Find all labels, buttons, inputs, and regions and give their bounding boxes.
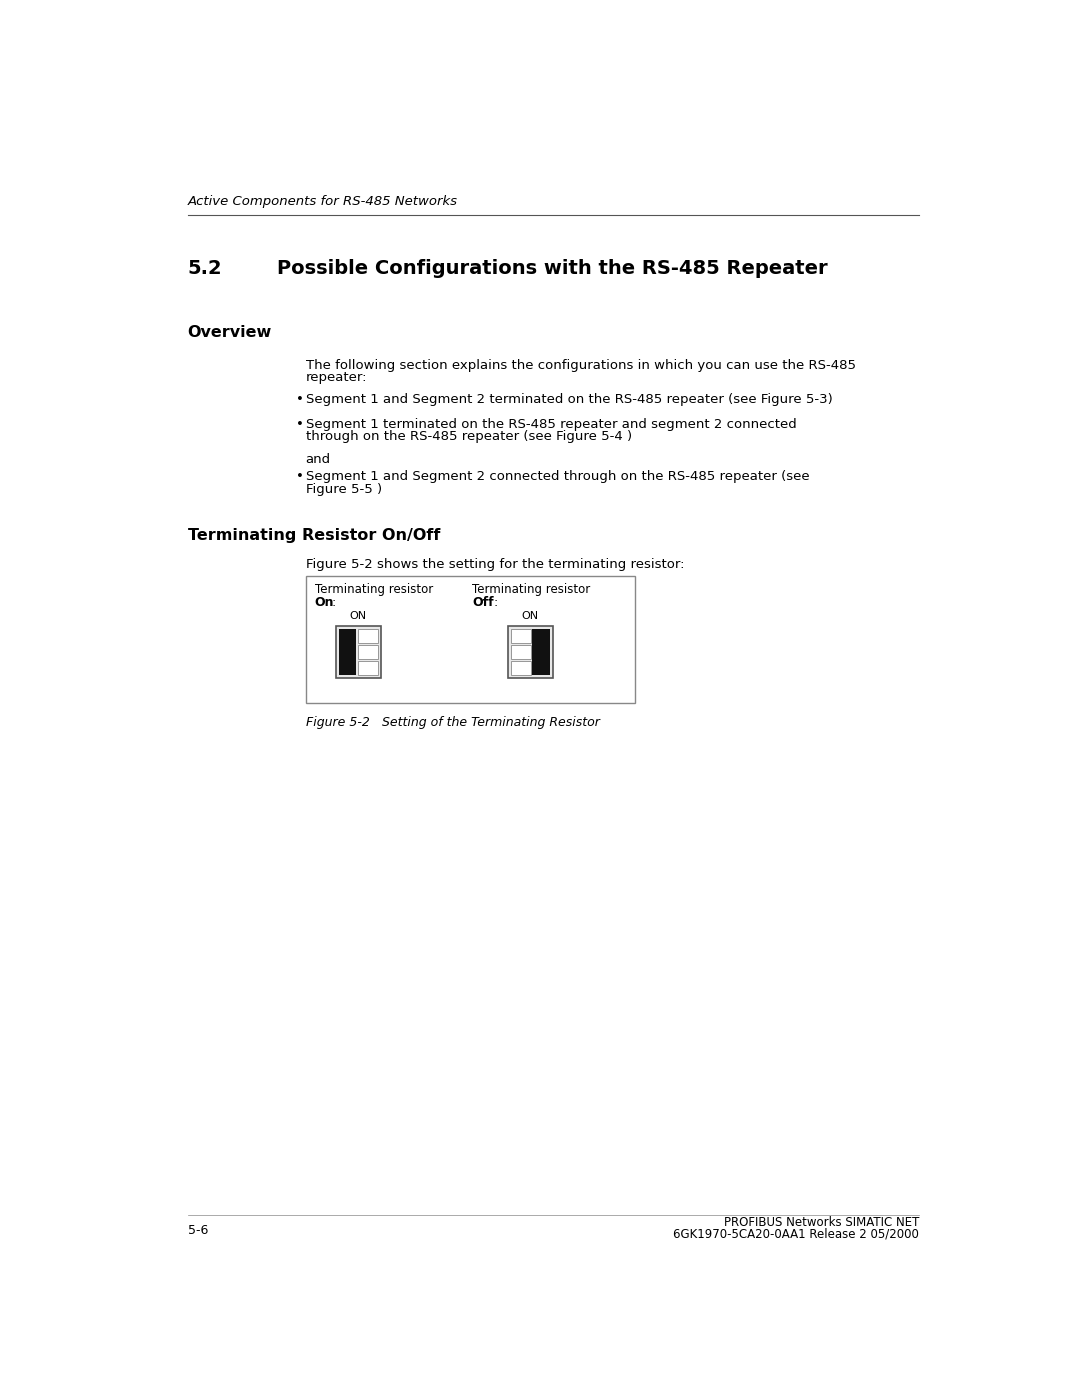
Bar xyxy=(339,629,356,675)
Text: Terminating resistor: Terminating resistor xyxy=(472,584,591,597)
Text: Figure 5-2 shows the setting for the terminating resistor:: Figure 5-2 shows the setting for the ter… xyxy=(306,557,684,571)
Text: Segment 1 and Segment 2 connected through on the RS-485 repeater (see: Segment 1 and Segment 2 connected throug… xyxy=(306,471,809,483)
Bar xyxy=(511,661,530,675)
Text: Off: Off xyxy=(472,595,494,609)
Text: PROFIBUS Networks SIMATIC NET: PROFIBUS Networks SIMATIC NET xyxy=(724,1217,919,1229)
Text: ON: ON xyxy=(521,610,538,622)
Bar xyxy=(336,626,380,678)
Text: :: : xyxy=(332,595,336,609)
Bar xyxy=(357,645,378,659)
Text: repeater:: repeater: xyxy=(306,372,367,384)
Text: 6GK1970-5CA20-0AA1 Release 2 05/2000: 6GK1970-5CA20-0AA1 Release 2 05/2000 xyxy=(674,1228,919,1241)
Text: Segment 1 terminated on the RS-485 repeater and segment 2 connected: Segment 1 terminated on the RS-485 repea… xyxy=(306,418,796,430)
Text: 5-6: 5-6 xyxy=(188,1224,208,1238)
Text: Active Components for RS-485 Networks: Active Components for RS-485 Networks xyxy=(188,194,458,208)
Text: Figure 5-2: Figure 5-2 xyxy=(306,715,369,729)
Text: Possible Configurations with the RS-485 Repeater: Possible Configurations with the RS-485 … xyxy=(276,258,827,278)
Text: and: and xyxy=(306,453,330,465)
Text: The following section explains the configurations in which you can use the RS-48: The following section explains the confi… xyxy=(306,359,855,372)
Text: Overview: Overview xyxy=(188,326,272,341)
Bar xyxy=(508,626,553,678)
Text: •: • xyxy=(296,471,305,483)
Text: Terminating resistor: Terminating resistor xyxy=(314,584,433,597)
Text: through on the RS-485 repeater (see Figure 5-4 ): through on the RS-485 repeater (see Figu… xyxy=(306,430,632,443)
Text: Setting of the Terminating Resistor: Setting of the Terminating Resistor xyxy=(366,715,599,729)
Bar xyxy=(511,629,530,643)
Text: 5.2: 5.2 xyxy=(188,258,222,278)
Text: •: • xyxy=(296,393,305,407)
Bar xyxy=(357,661,378,675)
Text: Figure 5-5 ): Figure 5-5 ) xyxy=(306,482,381,496)
Bar xyxy=(306,576,635,703)
Text: •: • xyxy=(296,418,305,430)
Text: Segment 1 and Segment 2 terminated on the RS-485 repeater (see Figure 5-3): Segment 1 and Segment 2 terminated on th… xyxy=(306,393,833,407)
Text: ON: ON xyxy=(349,610,366,622)
Text: :: : xyxy=(494,595,498,609)
Text: Terminating Resistor On/Off: Terminating Resistor On/Off xyxy=(188,528,440,543)
Text: On: On xyxy=(314,595,335,609)
Bar xyxy=(357,629,378,643)
Bar xyxy=(511,645,530,659)
Bar xyxy=(532,629,550,675)
